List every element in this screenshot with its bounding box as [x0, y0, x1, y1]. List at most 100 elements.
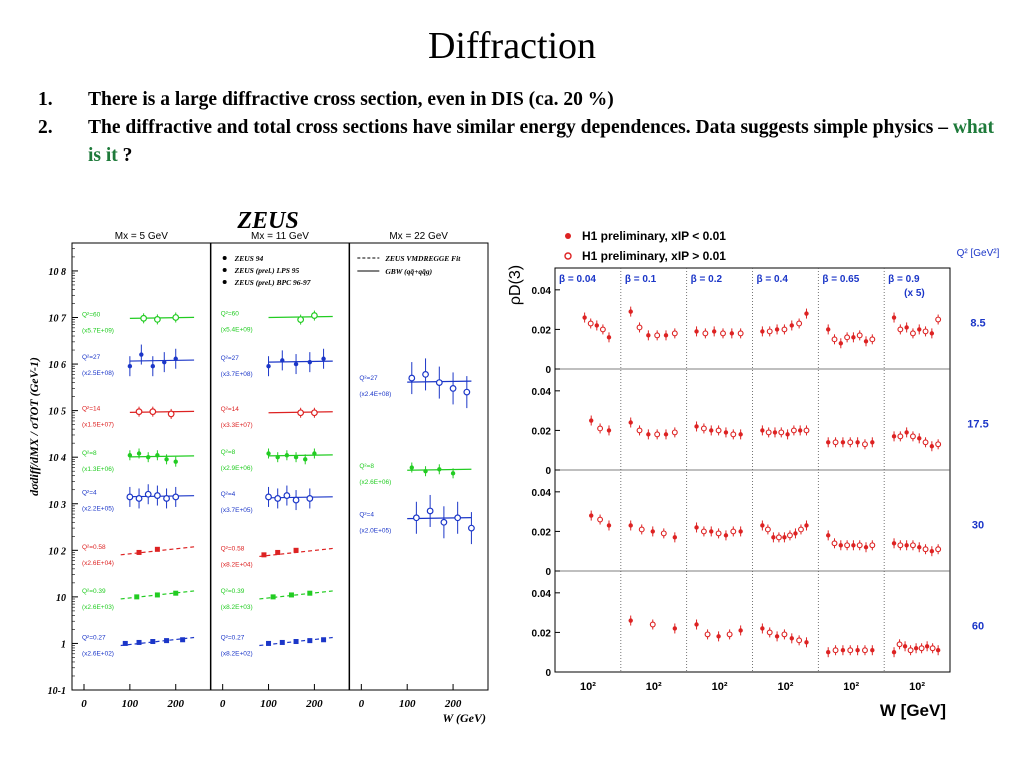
data-point [654, 431, 661, 438]
data-point [838, 543, 844, 548]
data-point [851, 335, 856, 340]
data-point [599, 326, 606, 333]
data-point [760, 428, 765, 433]
data-point [164, 457, 169, 462]
data-point [793, 531, 798, 536]
data-point [606, 428, 612, 433]
series-q2-label: Q²=27 [82, 354, 101, 361]
x-tick-label: 10² [843, 681, 859, 693]
data-point [153, 316, 161, 323]
data-point [844, 334, 851, 341]
panel-label: Mx = 11 GeV [251, 231, 309, 242]
data-point [307, 590, 313, 596]
data-point [832, 647, 839, 654]
x-tick-label: 100 [122, 698, 139, 710]
data-point [904, 430, 909, 435]
data-point [127, 363, 133, 369]
data-point [847, 647, 854, 654]
series-q2-label: Q²=4 [221, 491, 236, 498]
data-point [803, 427, 810, 434]
data-point [896, 641, 903, 648]
data-point [862, 441, 868, 448]
data-point [671, 429, 678, 436]
data-point [694, 329, 699, 334]
data-point [164, 638, 170, 644]
data-point [694, 525, 699, 530]
data-point [909, 542, 916, 549]
data-point [723, 430, 729, 435]
data-point [144, 490, 152, 498]
data-point [136, 639, 142, 645]
x-tick-label: 10² [646, 681, 662, 693]
series-scale-label: (x3.7E+08) [221, 371, 253, 378]
y-tick-label: 0.02 [532, 628, 552, 639]
bullet-number: 2. [38, 117, 53, 138]
data-point [804, 640, 809, 645]
data-point [897, 326, 904, 333]
data-point [738, 628, 743, 633]
data-point [738, 432, 743, 437]
data-point [913, 646, 919, 651]
data-point [730, 431, 737, 438]
column-header: β = 0.4 [757, 274, 789, 285]
data-point [292, 496, 300, 504]
data-point [826, 440, 831, 445]
data-point [775, 534, 782, 541]
data-point [711, 329, 717, 334]
data-point [904, 543, 909, 548]
row-label: 30 [972, 520, 984, 532]
data-point [646, 333, 651, 338]
data-point [587, 320, 594, 327]
data-point [855, 648, 860, 653]
data-point [140, 314, 148, 322]
series-q2-label: Q²=8 [221, 449, 236, 456]
data-point [798, 526, 804, 533]
data-point [831, 336, 838, 343]
data-point [918, 645, 925, 652]
data-point [265, 493, 272, 501]
data-point [672, 626, 678, 631]
series-scale-label: (x2.4E+08) [359, 391, 391, 398]
data-point [720, 330, 726, 337]
data-point [437, 467, 442, 472]
data-point [907, 647, 914, 654]
data-point [760, 626, 765, 631]
data-point [582, 315, 587, 320]
data-point [929, 331, 935, 336]
data-point [435, 379, 443, 386]
data-point [454, 514, 462, 522]
series-scale-label: (x8.2E+03) [221, 604, 253, 611]
series-q2-label: Q²=0.27 [221, 635, 245, 642]
data-point [715, 530, 722, 537]
data-point [154, 592, 160, 598]
data-point [136, 451, 142, 456]
legend-label: ZEUS VMDREGGE Fit [384, 254, 461, 263]
series-scale-label: (x1.5E+07) [82, 421, 114, 428]
bullet-list: 1. There is a large diffractive cross se… [38, 86, 998, 170]
data-point [766, 629, 773, 636]
panel-label: Mx = 22 GeV [389, 231, 448, 242]
data-point [306, 495, 314, 502]
y-axis-label: dσdiff/dMX / σTOT (GeV-1) [27, 357, 41, 496]
data-point [709, 529, 714, 534]
series-q2-label: Q²=8 [359, 463, 374, 470]
y-tick-label: 0 [545, 466, 551, 477]
data-point [782, 535, 787, 540]
data-point [275, 454, 280, 460]
data-point [279, 639, 285, 645]
data-point [935, 441, 942, 448]
data-point [154, 546, 160, 552]
y-tick-label: 0.04 [532, 387, 552, 398]
x-tick-label: 0 [220, 698, 226, 710]
data-point [737, 330, 744, 337]
plot-frame [71, 242, 489, 691]
series-scale-label: (x2.2E+05) [82, 506, 114, 513]
data-point [726, 631, 733, 638]
data-point [935, 546, 942, 553]
series-scale-label: (x2.6E+06) [359, 479, 391, 486]
data-point [594, 323, 600, 328]
data-point [293, 361, 299, 367]
data-point [408, 374, 416, 382]
data-point [266, 363, 271, 369]
data-point [589, 513, 594, 518]
